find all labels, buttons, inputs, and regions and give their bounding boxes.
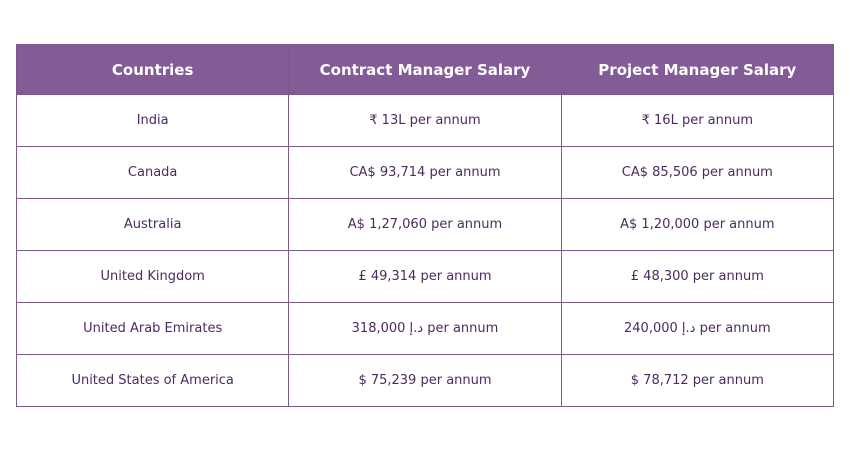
table-row: United Kingdom £ 49,314 per annum £ 48,300…: [15, 250, 835, 303]
table-row: India ₹ 13L per annum ₹ 16L per annum: [15, 94, 835, 147]
table-cell: $ 78,712 per annum: [560, 354, 835, 407]
table-cell: A$ 1,20,000 per annum: [560, 198, 835, 251]
header-cell: Project Manager Salary: [560, 44, 835, 95]
table-cell: CA$ 93,714 per annum: [288, 146, 562, 199]
header-cell: Contract Manager Salary: [288, 44, 562, 95]
table-cell: 318,000 د.إ per annum: [288, 302, 562, 355]
table-cell: United Arab Emirates: [15, 302, 290, 355]
header-cell: Countries: [15, 44, 290, 95]
table-cell: United States of America: [15, 354, 290, 407]
table-cell: India: [15, 94, 290, 147]
header-row: Countries Contract Manager Salary Project …: [15, 44, 835, 95]
table-body: India ₹ 13L per annum ₹ 16L per annum Canad…: [15, 94, 835, 407]
table-cell: £ 48,300 per annum: [560, 250, 835, 303]
table-cell: 240,000 د.إ per annum: [560, 302, 835, 355]
table-cell: Australia: [15, 198, 290, 251]
table-cell: United Kingdom: [15, 250, 290, 303]
table-cell: £ 49,314 per annum: [288, 250, 562, 303]
table-cell: Canada: [15, 146, 290, 199]
table-cell: ₹ 13L per annum: [288, 94, 562, 147]
table-row: Australia A$ 1,27,060 per annum A$ 1,20,00…: [15, 198, 835, 251]
salary-table: Countries Contract Manager Salary Project …: [15, 44, 835, 407]
table-row: United States of America $ 75,239 per ann…: [15, 354, 835, 407]
table-row: United Arab Emirates 318,000 د.إ per annu…: [15, 302, 835, 355]
table-cell: ₹ 16L per annum: [560, 94, 835, 147]
table-cell: CA$ 85,506 per annum: [560, 146, 835, 199]
table-row: Canada CA$ 93,714 per annum CA$ 85,506 per…: [15, 146, 835, 199]
table-cell: $ 75,239 per annum: [288, 354, 562, 407]
table-cell: A$ 1,27,060 per annum: [288, 198, 562, 251]
